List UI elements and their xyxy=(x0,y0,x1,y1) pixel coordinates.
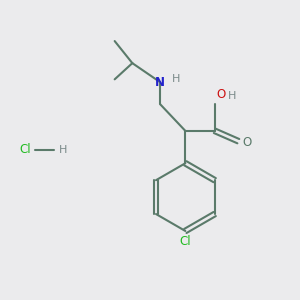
Text: N: N xyxy=(155,76,165,89)
Text: O: O xyxy=(216,88,226,101)
Text: Cl: Cl xyxy=(179,236,191,248)
Text: H: H xyxy=(59,145,67,155)
Text: Cl: Cl xyxy=(19,143,31,157)
Text: O: O xyxy=(243,136,252,149)
Text: H: H xyxy=(227,92,236,101)
Text: H: H xyxy=(172,74,181,84)
